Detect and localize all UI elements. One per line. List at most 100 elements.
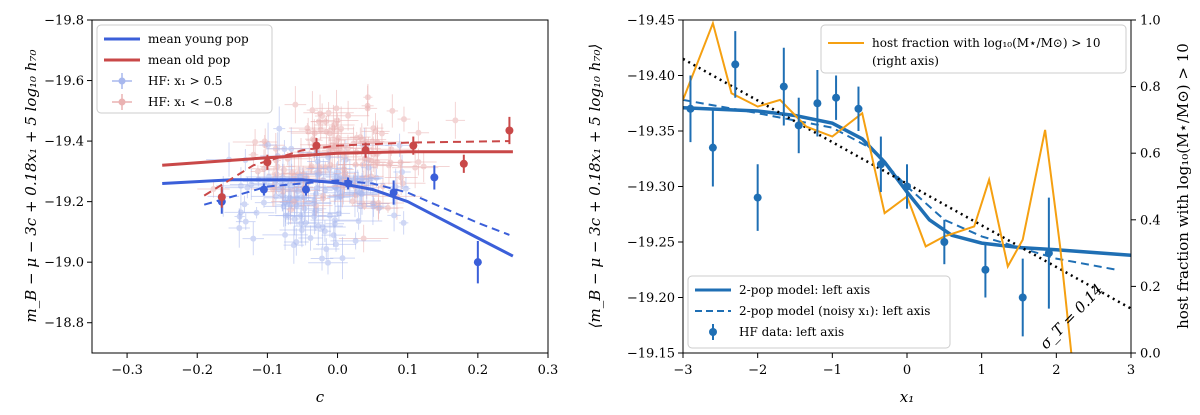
scatter-point bbox=[387, 199, 401, 232]
hf-data-point bbox=[813, 69, 822, 137]
right-xtick-label: 0 bbox=[903, 363, 911, 378]
scatter-point-marker bbox=[309, 107, 316, 114]
scatter-point-marker bbox=[391, 212, 398, 219]
scatter-point-marker bbox=[357, 134, 364, 141]
scatter-point bbox=[338, 224, 389, 253]
scatter-point bbox=[283, 226, 305, 264]
young-binned-point bbox=[389, 180, 398, 205]
left-xtick-label: 0.1 bbox=[397, 363, 418, 378]
right-xtick-label: 3 bbox=[1127, 363, 1135, 378]
right-axis-tick-label: 0.8 bbox=[1140, 80, 1161, 95]
scatter-point-marker bbox=[302, 219, 309, 226]
scatter-point-marker bbox=[319, 255, 326, 262]
old-pop-dashed-line bbox=[203, 140, 510, 197]
scatter-point bbox=[372, 203, 404, 213]
scatter-point-marker bbox=[378, 130, 385, 137]
scatter-point-marker bbox=[384, 204, 391, 211]
young-binned-point-marker bbox=[259, 185, 268, 194]
scatter-point-marker bbox=[349, 198, 356, 205]
scatter-point-marker bbox=[355, 217, 362, 224]
scatter-point-marker bbox=[333, 105, 340, 112]
left-xtick-label: 0.3 bbox=[538, 363, 559, 378]
scatter-point-marker bbox=[276, 125, 283, 132]
hf-data-point-marker bbox=[753, 193, 762, 202]
right-xtick-label: 2 bbox=[1052, 363, 1060, 378]
young-binned-point bbox=[259, 183, 268, 196]
scatter-point-marker bbox=[297, 212, 304, 219]
scatter-point-marker bbox=[282, 231, 289, 238]
right-legend-bottom: 2-pop model: left axis 2-pop model (nois… bbox=[687, 275, 951, 349]
right-ytick-label: −19.20 bbox=[627, 291, 675, 306]
left-ytick-label: −19.2 bbox=[44, 195, 84, 210]
legend-hf-data-marker bbox=[709, 324, 717, 340]
scatter-point-marker bbox=[269, 186, 276, 193]
hf-data-point bbox=[903, 164, 911, 209]
right-ytick-label: −19.35 bbox=[627, 125, 675, 140]
scatter-point-marker bbox=[325, 109, 332, 116]
scatter-point-marker bbox=[400, 116, 407, 123]
hf-data-point bbox=[940, 219, 949, 265]
hf-data-point bbox=[1018, 258, 1027, 337]
right-axis-tick-label: 0.0 bbox=[1140, 347, 1161, 362]
scatter-point-marker bbox=[415, 129, 422, 136]
scatter-point-marker bbox=[298, 227, 305, 234]
scatter-point-marker bbox=[242, 218, 249, 225]
scatter-point-marker bbox=[360, 235, 367, 242]
scatter-point-marker bbox=[370, 125, 377, 132]
scatter-point bbox=[242, 222, 265, 256]
scatter-point-marker bbox=[369, 200, 376, 207]
old-binned-point bbox=[361, 142, 370, 158]
scatter-point-marker bbox=[400, 219, 407, 226]
young-pop-dashed-line bbox=[203, 179, 510, 236]
scatter-point-marker bbox=[237, 209, 244, 216]
left-ytick-label: −18.8 bbox=[44, 316, 84, 331]
young-binned-point-marker bbox=[473, 258, 482, 267]
right-panel: −3 −2 −1 0 1 2 3 −19.45 −19.40 −19.35 −19.30 −19.25… bbox=[586, 14, 1192, 407]
scatter-point-marker bbox=[323, 246, 330, 253]
right-ytick-label: −19.15 bbox=[627, 347, 675, 362]
scatter-point-marker bbox=[321, 228, 328, 235]
scatter-point-marker bbox=[327, 161, 334, 168]
scatter-point bbox=[224, 202, 258, 222]
left-legend-box bbox=[96, 24, 273, 114]
scatter-point bbox=[391, 146, 439, 189]
scatter-point-marker bbox=[398, 174, 405, 181]
hf-data-point-marker bbox=[813, 99, 822, 108]
scatter-point bbox=[407, 121, 430, 145]
scatter-point bbox=[273, 106, 286, 151]
scatter-point-marker bbox=[314, 171, 321, 178]
old-binned-point bbox=[505, 116, 514, 145]
hf-data-point bbox=[753, 164, 762, 231]
scatter-point-marker bbox=[389, 107, 396, 114]
scatter-point-marker bbox=[338, 125, 345, 132]
right-legend-top-box bbox=[820, 24, 1127, 74]
legend-model-label: 2-pop model: left axis bbox=[739, 283, 870, 297]
scatter-point bbox=[363, 121, 384, 135]
left-xtick-label: −0.3 bbox=[111, 363, 143, 378]
scatter-point-marker bbox=[301, 205, 308, 212]
scatter-point-marker bbox=[310, 200, 317, 207]
scatter-point-marker bbox=[288, 145, 295, 152]
left-xtick-label: −0.2 bbox=[181, 363, 213, 378]
scatter-point bbox=[283, 228, 309, 256]
scatter-point-marker bbox=[265, 142, 272, 149]
scatter-point-marker bbox=[313, 190, 320, 197]
scatter-point-marker bbox=[311, 130, 318, 137]
right-ylabel-right: host fraction with log₁₀(M⋆/M⊙) > 10 bbox=[1174, 43, 1192, 329]
scatter-point-marker bbox=[325, 154, 332, 161]
scatter-point-marker bbox=[367, 176, 374, 183]
scatter-point-marker bbox=[282, 199, 289, 206]
scatter-point bbox=[384, 159, 418, 196]
scatter-point-marker bbox=[345, 112, 352, 119]
scatter-point-marker bbox=[356, 189, 363, 196]
right-ytick-label: −19.30 bbox=[627, 180, 675, 195]
hf-data-point bbox=[981, 242, 990, 298]
scatter-point-marker bbox=[364, 94, 371, 101]
scatter-point bbox=[330, 196, 376, 206]
hf-data-point-marker bbox=[876, 160, 885, 169]
hf-data-point bbox=[832, 75, 841, 120]
scatter-point bbox=[328, 104, 339, 152]
legend-hf-young-label: HF: x₁ > 0.5 bbox=[148, 74, 223, 88]
hf-data-point-marker bbox=[686, 104, 695, 113]
hf-data-point bbox=[708, 108, 717, 187]
